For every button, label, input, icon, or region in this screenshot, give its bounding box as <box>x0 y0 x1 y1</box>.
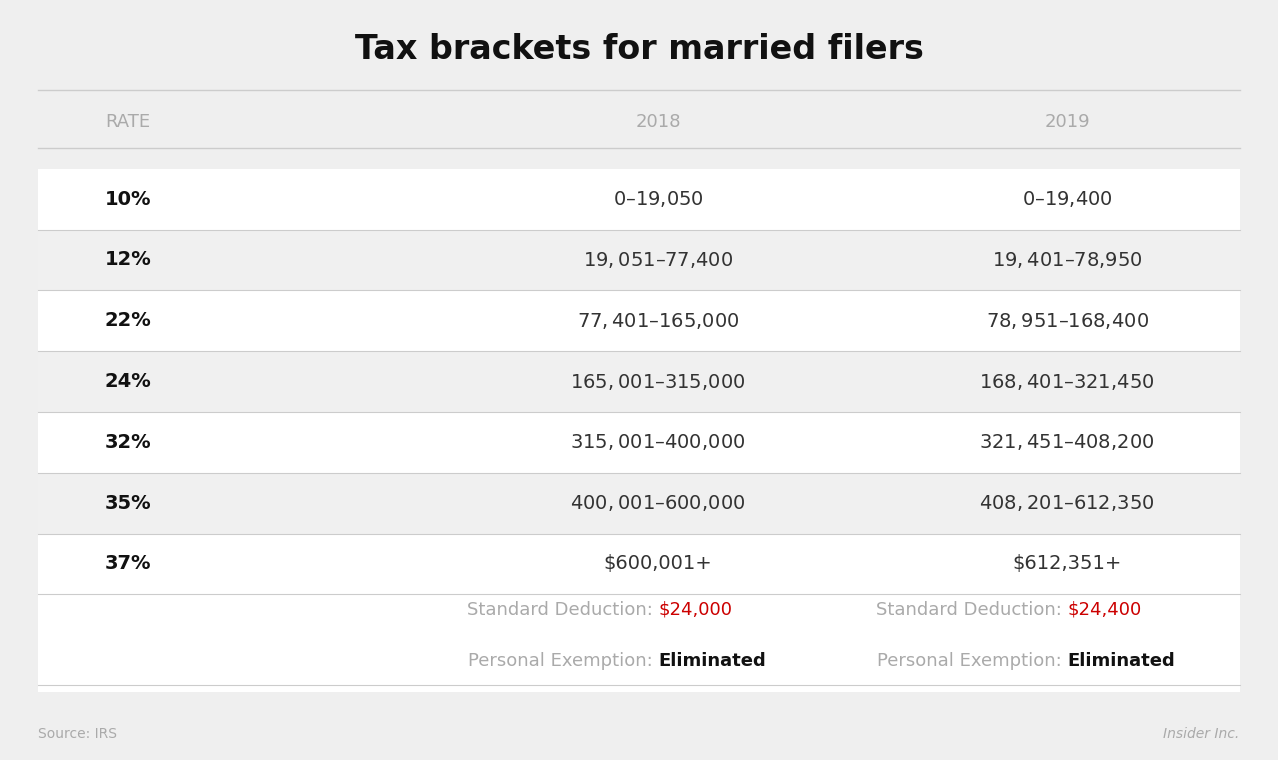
Text: RATE: RATE <box>105 112 151 131</box>
Text: $77,401 – $165,000: $77,401 – $165,000 <box>576 311 740 331</box>
Text: $19,051 – $77,400: $19,051 – $77,400 <box>583 250 734 270</box>
Text: $400,001–$600,000: $400,001–$600,000 <box>570 493 746 513</box>
Text: $321,451 – $408,200: $321,451 – $408,200 <box>979 432 1155 452</box>
Text: 2019: 2019 <box>1044 112 1090 131</box>
Text: 32%: 32% <box>105 433 151 451</box>
Text: $78,951 – $168,400: $78,951 – $168,400 <box>985 311 1149 331</box>
Text: 2018: 2018 <box>635 112 681 131</box>
Text: $408,201 – $612,350: $408,201 – $612,350 <box>979 493 1155 513</box>
Text: $19,401 – $78,950: $19,401 – $78,950 <box>992 250 1143 270</box>
Text: 35%: 35% <box>105 494 151 512</box>
Bar <box>38 230 1240 290</box>
Text: $24,400: $24,400 <box>1067 600 1141 619</box>
Text: 10%: 10% <box>105 190 151 209</box>
Bar <box>38 473 1240 534</box>
Bar <box>38 169 1240 230</box>
Text: $24,000: $24,000 <box>658 600 732 619</box>
Text: 24%: 24% <box>105 372 151 391</box>
Text: $0 – $19,400: $0 – $19,400 <box>1021 189 1113 209</box>
Text: 22%: 22% <box>105 312 151 330</box>
Text: Eliminated: Eliminated <box>658 652 766 670</box>
Text: Standard Deduction:: Standard Deduction: <box>466 600 658 619</box>
Text: $0 – $19,050: $0 – $19,050 <box>612 189 704 209</box>
Bar <box>38 412 1240 473</box>
Bar <box>38 594 1240 692</box>
Text: $165,001 – $315,000: $165,001 – $315,000 <box>570 372 746 391</box>
Text: Insider Inc.: Insider Inc. <box>1163 727 1240 741</box>
Bar <box>38 534 1240 594</box>
Text: $612,351+: $612,351+ <box>1012 554 1122 573</box>
Text: Tax brackets for married filers: Tax brackets for married filers <box>354 33 924 66</box>
Bar <box>38 290 1240 351</box>
Text: Eliminated: Eliminated <box>1067 652 1174 670</box>
Text: Source: IRS: Source: IRS <box>38 727 118 741</box>
Bar <box>38 351 1240 412</box>
Text: $168,401 – $321,450: $168,401 – $321,450 <box>979 372 1155 391</box>
Text: Personal Exemption:: Personal Exemption: <box>468 652 658 670</box>
Text: 37%: 37% <box>105 554 151 573</box>
Text: Standard Deduction:: Standard Deduction: <box>875 600 1067 619</box>
Text: $315,001 – $400,000: $315,001 – $400,000 <box>570 432 746 452</box>
Text: Personal Exemption:: Personal Exemption: <box>877 652 1067 670</box>
Text: 12%: 12% <box>105 251 151 269</box>
Text: $600,001+: $600,001+ <box>603 554 713 573</box>
